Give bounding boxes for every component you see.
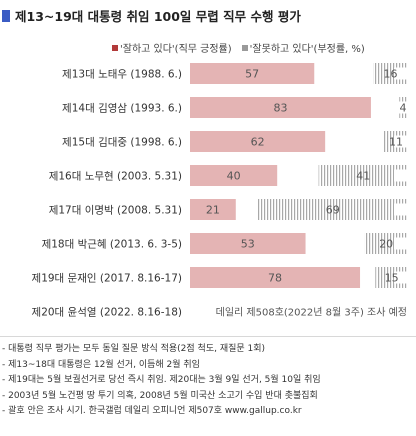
footnote: - 2003년 5월 노건평 땅 투기 의혹, 2008년 5월 미국산 소고기… (2, 390, 318, 401)
data-label-negative: 41 (356, 170, 370, 183)
category-label: 제18대 박근혜 (2013. 6. 3-5) (42, 239, 182, 251)
data-label-negative: 15 (385, 272, 399, 285)
bar-positive (190, 97, 371, 118)
data-label-negative-bg (398, 101, 408, 114)
footnote: - 괄호 안은 조사 시기. 한국갤럽 데일리 오피니언 제507호 www.g… (2, 406, 302, 416)
data-label-negative: 4 (400, 102, 407, 115)
category-label: 제17대 이명박 (2008. 5.31) (49, 205, 182, 217)
footnotes: - 대통령 직무 평가는 모두 동일 질문 방식 적용(2점 척도, 재질문 1… (2, 342, 414, 420)
legend: '잘하고 있다'(직무 긍정률) '잘못하고 있다'(부정률, %) (112, 40, 365, 55)
category-label: 제13대 노태우 (1988. 6.) (62, 69, 182, 81)
bar-positive (190, 165, 278, 186)
category-label: 제14대 김영삼 (1993. 6.) (62, 103, 182, 115)
pending-survey-note: 데일리 제508호(2022년 8월 3주) 조사 예정 (216, 307, 407, 319)
data-label-positive: 78 (268, 272, 282, 285)
bar-positive (190, 233, 306, 254)
bar-positive (190, 267, 361, 288)
stacked-bar-chart: 제13대 노태우 (1988. 6.) 57 16 제14대 김영삼 (1993. 6… (32, 63, 410, 319)
footnote: - 제19대는 5월 보궐선거로 당선 즉시 취임. 제20대는 3월 9일 선… (2, 375, 321, 385)
data-label-negative-bg (394, 169, 410, 182)
title-marker (2, 10, 10, 22)
data-label-positive: 53 (241, 238, 255, 251)
footnote: - 대통령 직무 평가는 모두 동일 질문 방식 적용(2점 척도, 재질문 1… (2, 344, 266, 354)
data-label-positive: 57 (245, 68, 259, 81)
data-label-negative: 69 (326, 204, 340, 217)
bar-positive (190, 63, 315, 84)
data-label-negative: 11 (389, 136, 403, 149)
bar-negative (257, 199, 408, 220)
data-label-negative-bg (394, 237, 410, 250)
category-label: 제19대 문재인 (2017. 8.16-17) (32, 273, 182, 285)
data-label-positive: 83 (273, 102, 287, 115)
data-label-negative-bg (394, 135, 410, 148)
data-label-positive: 62 (251, 136, 265, 149)
chart-title: 제13~19대 대통령 취임 100일 무렵 직무 수행 평가 (15, 9, 301, 24)
legend-positive: '잘하고 있다'(직무 긍정률) (120, 44, 232, 55)
data-label-positive: 21 (206, 204, 220, 217)
footnote: - 제13~18대 대통령은 12월 선거, 이듬해 2월 취임 (2, 359, 200, 370)
chart-title-block: 제13~19대 대통령 취임 100일 무렵 직무 수행 평가 (2, 6, 301, 25)
legend-negative: '잘못하고 있다'(부정률, %) (249, 44, 365, 55)
data-label-negative: 20 (379, 238, 393, 251)
bar-negative (318, 165, 408, 186)
category-label: 제20대 윤석열 (2022. 8.16-18) (32, 307, 182, 319)
data-label-negative: 16 (384, 68, 398, 81)
notes-divider (0, 336, 416, 337)
data-label-negative-bg (394, 67, 410, 80)
data-label-negative-bg (394, 271, 410, 284)
bar-positive (190, 199, 236, 220)
category-label: 제16대 노무현 (2003. 5.31) (49, 171, 182, 183)
data-label-positive: 40 (227, 170, 241, 183)
legend-swatch-negative (241, 45, 248, 51)
legend-swatch-positive (112, 45, 118, 51)
bar-positive (190, 131, 326, 152)
data-label-negative-bg (394, 203, 410, 216)
category-label: 제15대 김대중 (1998. 6.) (62, 137, 182, 149)
